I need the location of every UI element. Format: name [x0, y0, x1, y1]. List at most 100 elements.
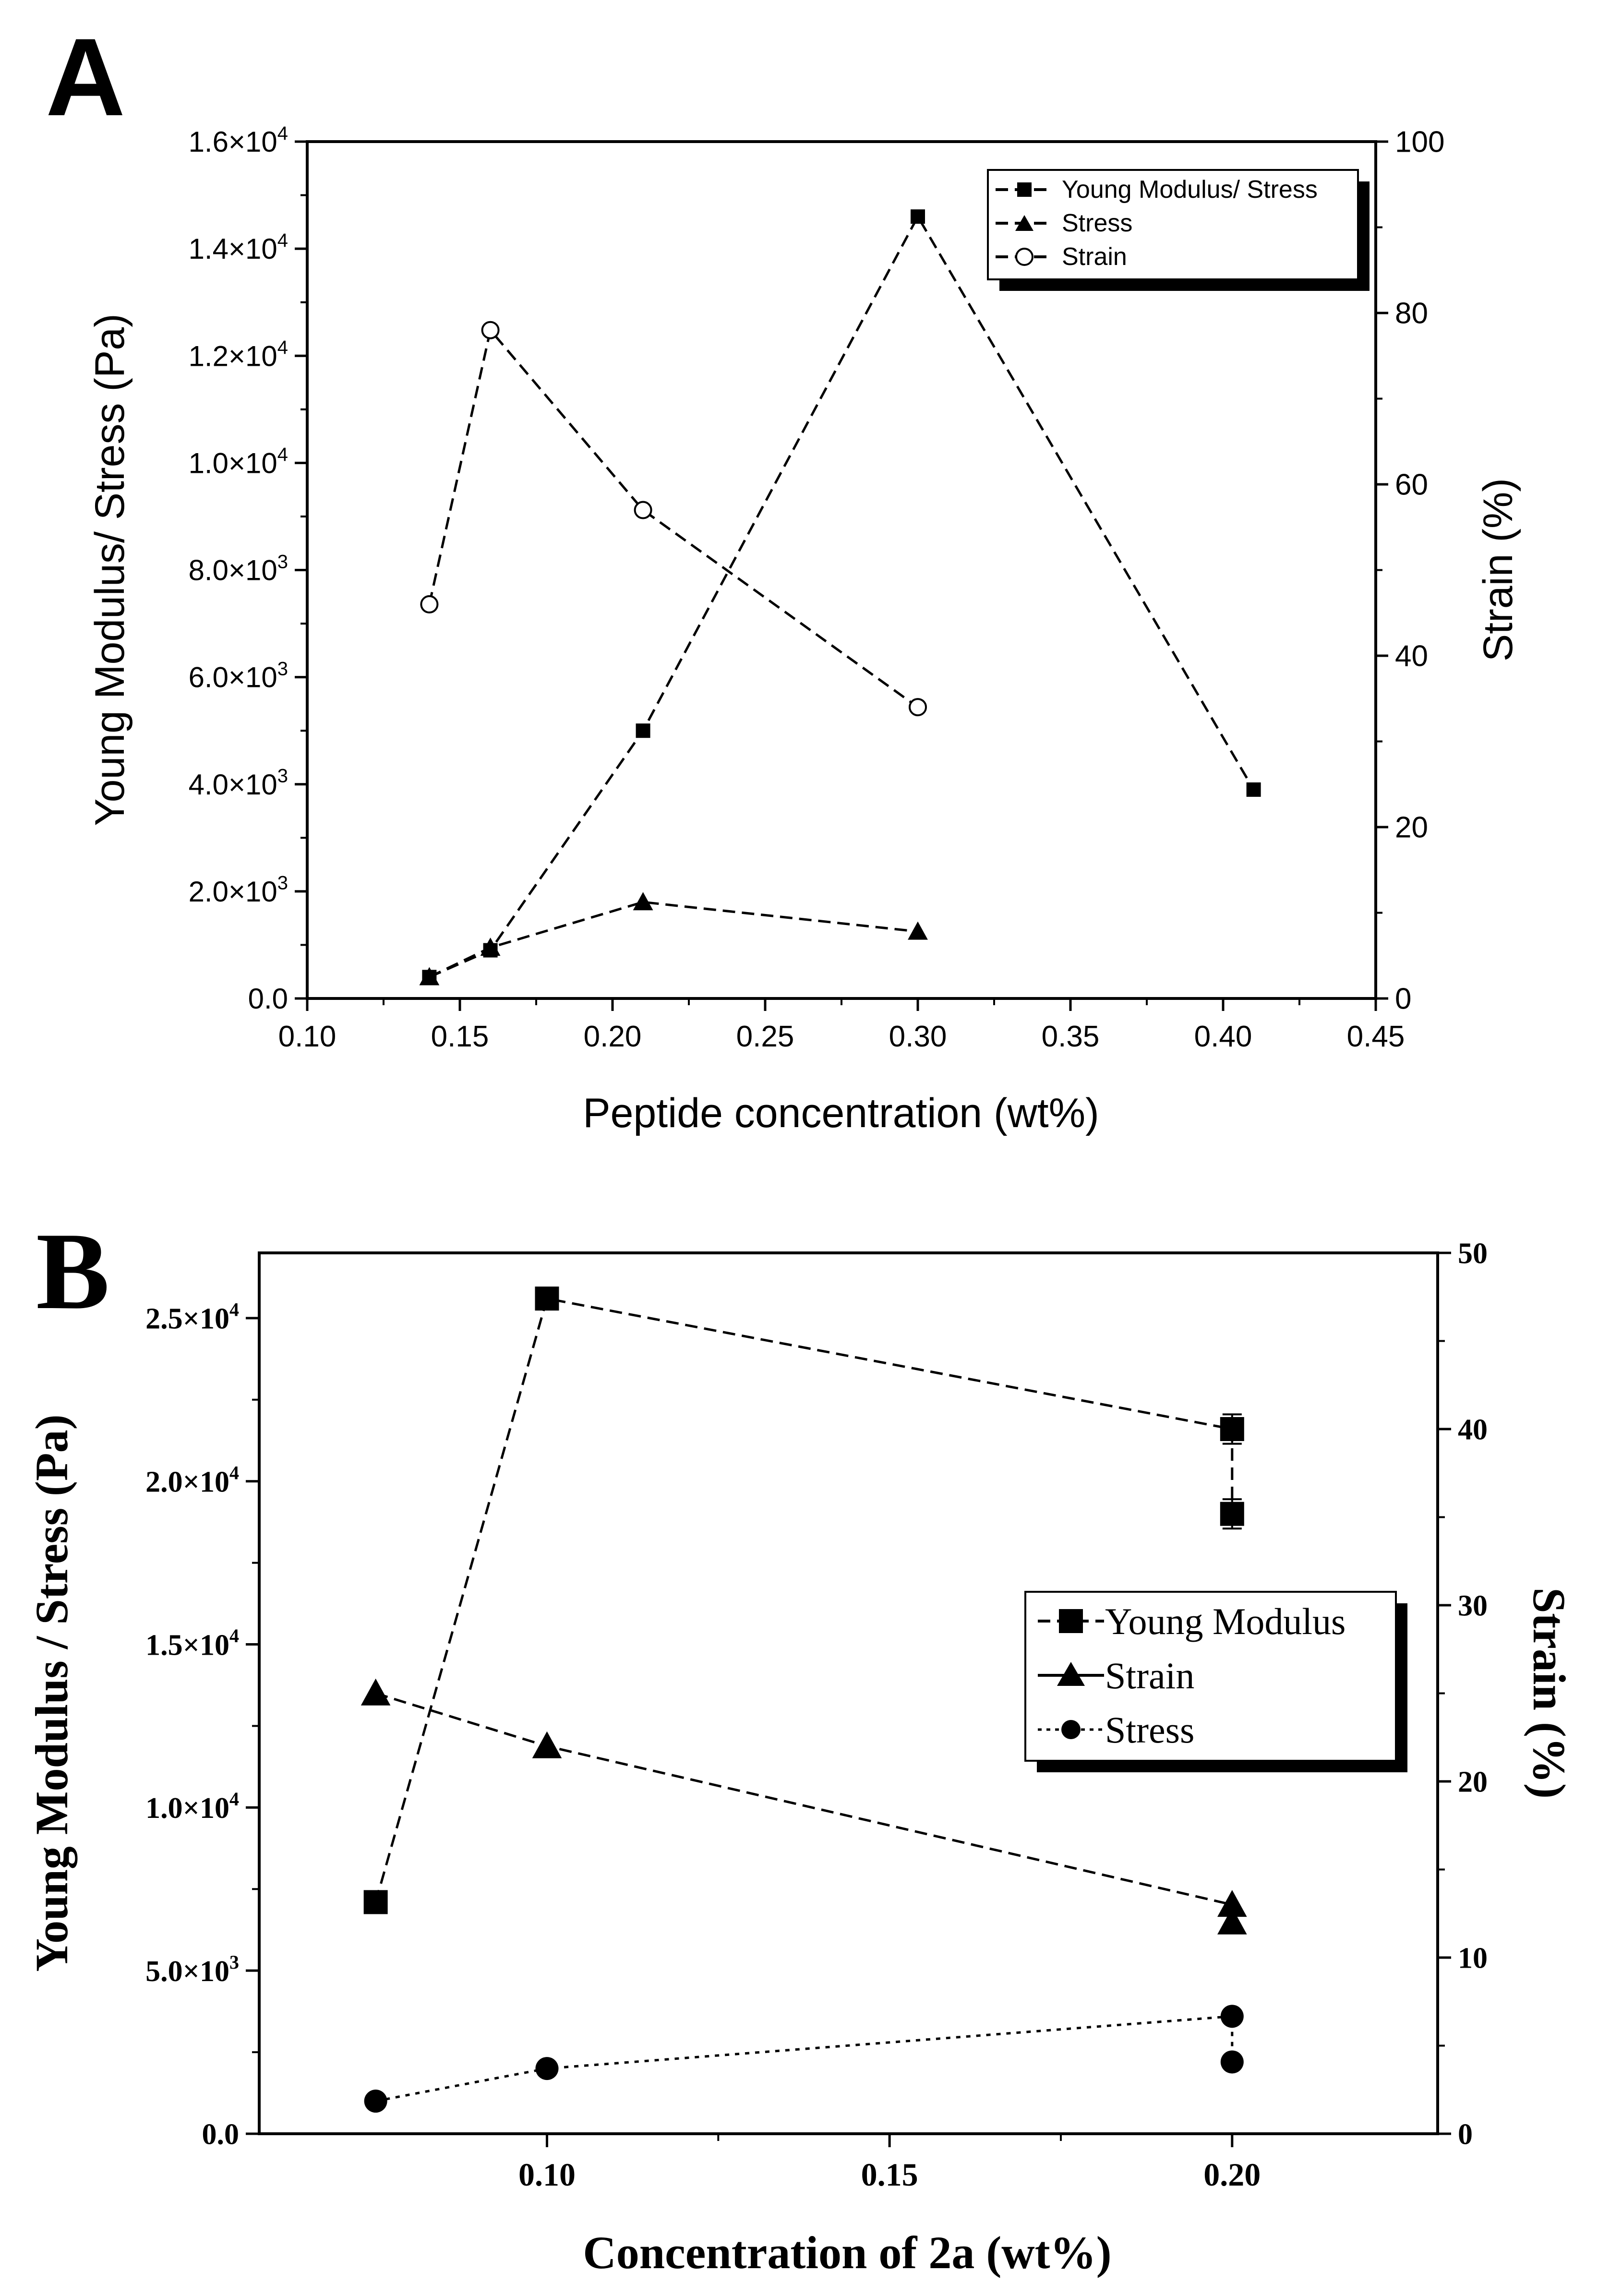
x-axis-b: 0.10 0.15 0.20: [518, 2134, 1261, 2193]
panel-a: A 0.0 2.0×103 4.0×103 6.0×103 8.0×103 1.0×104…: [46, 15, 1521, 1136]
legend-a: Young Modulus/ Stress Stress Strain: [987, 169, 1370, 291]
x-tick-label: 0.45: [1347, 1020, 1405, 1053]
legend-label: Strain: [1105, 1655, 1194, 1696]
legend-triangle-marker: [1015, 215, 1033, 231]
x-tick-label: 0.15: [861, 2156, 918, 2193]
legend-entry-young-modulus-stress: Young Modulus/ Stress: [996, 176, 1318, 204]
y-tick-label: 1.0×104: [189, 444, 288, 479]
legend-box-a: [987, 169, 1359, 280]
y2-tick-label: 40: [1458, 1414, 1488, 1446]
y-axis-left-b: 0.0 5.0×103 1.0×104 1.5×104 2.0×104 2.5×104: [145, 1299, 259, 2151]
series-markers-a: [419, 209, 1261, 986]
x-tick-label: 0.25: [736, 1020, 794, 1053]
data-point-strain: [634, 501, 652, 519]
x-axis-a: 0.10 0.15 0.20 0.25 0.30 0.35 0.40 0.45: [278, 998, 1405, 1053]
x-tick-label: 0.35: [1042, 1020, 1100, 1053]
legend-label: Stress: [1062, 209, 1132, 237]
y2-tick-label: 80: [1395, 297, 1428, 330]
x-tick-label: 0.40: [1194, 1020, 1252, 1053]
legend-label: Strain: [1062, 243, 1127, 271]
legend-entry-strain: Strain: [996, 243, 1127, 271]
x-tick-label: 0.15: [431, 1020, 489, 1053]
legend-entry-stress: Stress: [996, 209, 1132, 237]
y2-tick-label: 20: [1395, 811, 1428, 844]
panel-label-a: A: [46, 15, 125, 139]
x-tick-label: 0.30: [889, 1020, 947, 1053]
legend-label: Young Modulus: [1105, 1600, 1346, 1642]
data-point-young-modulus: [363, 1890, 388, 1914]
data-point-strain: [532, 1731, 562, 1758]
data-point-young-modulus: [535, 1286, 559, 1311]
x-tick-label: 0.10: [518, 2156, 576, 2193]
legend-circle-marker: [1015, 248, 1033, 266]
y2-tick-label: 20: [1458, 1766, 1488, 1799]
series-line-stress: [429, 901, 918, 978]
y-tick-label: 1.0×104: [145, 1788, 239, 1825]
data-point-stress: [364, 2090, 387, 2113]
legend-triangle-marker: [1057, 1662, 1085, 1686]
y-axis-right-a: 0 20 40 60 80 100: [1376, 126, 1444, 1016]
y-tick-label: 0.0: [202, 2118, 240, 2151]
y-tick-label: 6.0×103: [189, 658, 288, 693]
legend-square-marker: [1059, 1609, 1083, 1633]
series-line-stress: [375, 2015, 1234, 2103]
y2-tick-label: 100: [1395, 126, 1444, 159]
data-point-young-modulus-stress: [911, 209, 925, 224]
data-point-young-modulus: [1220, 1417, 1244, 1441]
y-tick-label: 1.2×104: [189, 337, 288, 372]
data-point-strain: [420, 595, 439, 613]
x-tick-label: 0.20: [1203, 2156, 1261, 2193]
data-point-strain: [1217, 1890, 1247, 1917]
legend-circle-marker: [1061, 1720, 1081, 1739]
data-point-stress: [419, 967, 440, 986]
legend-label: Young Modulus/ Stress: [1062, 176, 1318, 204]
data-point-stress: [1220, 2005, 1244, 2028]
y-axis-left-a: 0.0 2.0×103 4.0×103 6.0×103 8.0×103 1.0×104 1.…: [189, 123, 307, 1015]
data-point-young-modulus-stress: [1246, 782, 1261, 797]
y2-axis-title-a: Strain (%): [1475, 478, 1521, 661]
y-axis-title-a: Young Modulus/ Stress (Pa): [87, 313, 133, 826]
x-tick-label: 0.10: [278, 1020, 336, 1053]
y-tick-label: 1.5×104: [145, 1625, 239, 1661]
data-point-strain: [360, 1678, 391, 1706]
y2-tick-label: 10: [1458, 1942, 1488, 1975]
data-point-young-modulus-stress: [636, 723, 650, 738]
data-point-stress: [908, 921, 928, 940]
legend-b: Young Modulus Strain Stress: [1024, 1591, 1407, 1772]
legend-entry-stress: Stress: [1038, 1709, 1194, 1751]
y-tick-label: 0.0: [248, 983, 288, 1015]
series-line-young-modulus: [374, 1297, 1234, 1903]
legend-entry-young-modulus: Young Modulus: [1038, 1600, 1346, 1642]
panel-label-b: B: [36, 1210, 109, 1332]
series-markers-b: [360, 1286, 1247, 2113]
y2-axis-title-b: Strain (%): [1524, 1587, 1575, 1799]
y-tick-label: 8.0×103: [189, 551, 288, 586]
data-point-strain: [481, 321, 500, 339]
y2-tick-label: 60: [1395, 469, 1428, 502]
y-tick-label: 2.0×104: [145, 1462, 239, 1498]
data-point-strain: [909, 698, 927, 717]
panel-b: B 0.0 5.0×103 1.0×104 1.5×104 2.0×104 2.5×104…: [26, 1210, 1575, 2278]
x-tick-label: 0.20: [584, 1020, 642, 1053]
legend-square-marker: [1017, 182, 1032, 197]
y-tick-label: 1.6×104: [189, 123, 288, 158]
y-tick-label: 4.0×103: [189, 766, 288, 801]
y-tick-label: 2.0×103: [189, 873, 288, 908]
y-tick-label: 5.0×103: [145, 1951, 239, 1988]
y-axis-title-b: Young Modulus / Stress (Pa): [26, 1414, 77, 1971]
y2-tick-label: 50: [1458, 1238, 1488, 1270]
data-point-stress: [1220, 2050, 1244, 2074]
y2-tick-label: 0: [1395, 983, 1411, 1016]
data-point-stress: [535, 2057, 559, 2080]
y-tick-label: 1.4×104: [189, 230, 288, 265]
y2-tick-label: 0: [1458, 2118, 1473, 2151]
data-point-strain: [1217, 1907, 1247, 1935]
series-line-young-modulus-stress: [429, 214, 1255, 978]
x-axis-title-b: Concentration of 2a (wt%): [583, 2227, 1111, 2278]
legend-label: Stress: [1105, 1709, 1194, 1751]
y2-tick-label: 40: [1395, 640, 1428, 673]
data-point-stress: [633, 892, 653, 911]
legend-entry-strain: Strain: [1038, 1655, 1194, 1696]
series-lines-a: [428, 214, 1255, 978]
